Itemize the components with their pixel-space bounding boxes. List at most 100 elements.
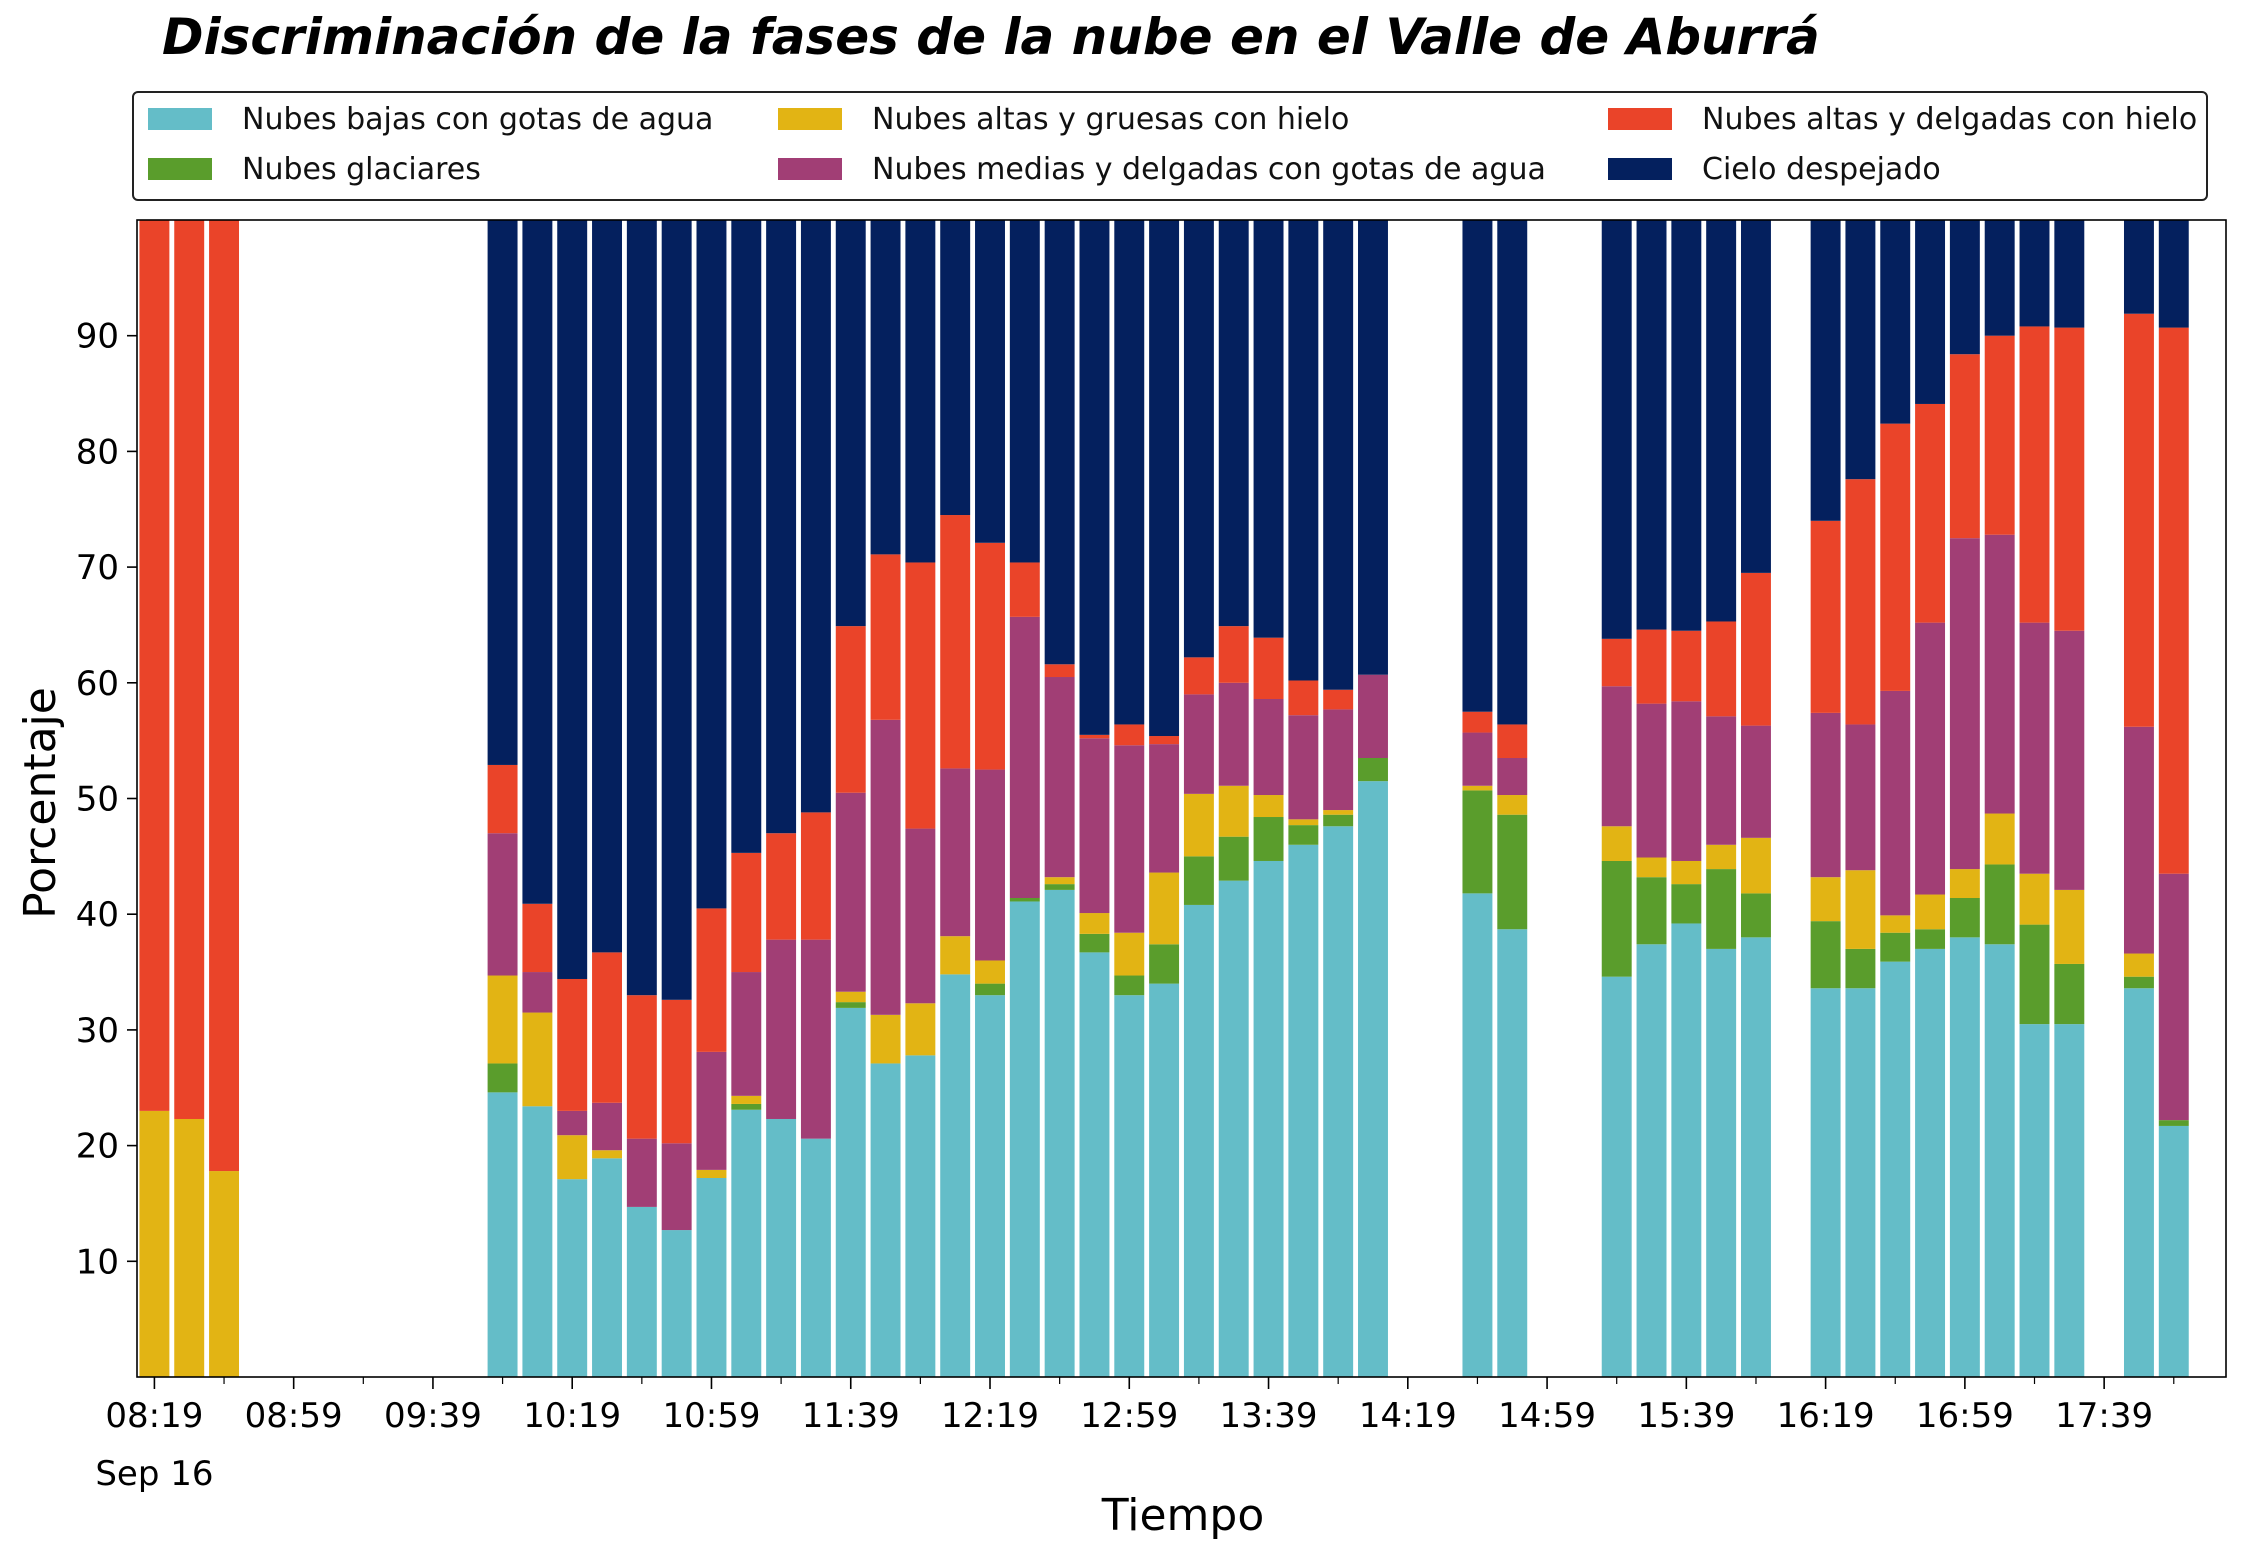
bar-segment-51-series-5 xyxy=(1915,220,1946,404)
bar-segment-24-series-5 xyxy=(975,220,1005,543)
bar-segment-43-series-2 xyxy=(1636,857,1667,878)
bar-segment-58-series-3 xyxy=(2158,873,2189,1121)
bar-segment-21-series-0 xyxy=(870,1063,901,1377)
bar-stack-12 xyxy=(557,220,588,1377)
bar-segment-13-series-3 xyxy=(592,1102,622,1151)
bar-stack-21 xyxy=(870,220,901,1377)
bar-segment-54-series-2 xyxy=(2019,873,2050,925)
bar-stack-18 xyxy=(766,220,797,1377)
bar-segment-21-series-3 xyxy=(870,719,901,1015)
bar-segment-15-series-4 xyxy=(661,999,692,1144)
bar-segment-43-series-0 xyxy=(1636,944,1667,1377)
bar-segment-25-series-3 xyxy=(1009,616,1040,898)
bar-segment-43-series-3 xyxy=(1636,703,1667,858)
legend-swatch-4 xyxy=(1608,108,1672,130)
x-tick-label: 12:19 xyxy=(941,1396,1039,1436)
bar-stack-48 xyxy=(1810,220,1841,1377)
bar-segment-38-series-3 xyxy=(1462,732,1493,786)
bar-segment-58-series-0 xyxy=(2158,1125,2189,1377)
bar-segment-52-series-0 xyxy=(1949,937,1980,1377)
bar-segment-25-series-1 xyxy=(1009,898,1040,902)
bar-stack-31 xyxy=(1218,220,1249,1377)
bar-segment-13-series-4 xyxy=(592,952,622,1103)
bar-segment-38-series-0 xyxy=(1462,893,1493,1377)
bar-segment-28-series-4 xyxy=(1114,724,1145,746)
bar-segment-13-series-0 xyxy=(592,1158,622,1377)
bar-segment-27-series-4 xyxy=(1079,734,1110,739)
bar-stack-52 xyxy=(1949,220,1980,1377)
bar-segment-32-series-5 xyxy=(1253,220,1284,638)
bar-stack-16 xyxy=(696,220,727,1377)
x-tick-label: 10:59 xyxy=(662,1396,760,1436)
bar-stack-1 xyxy=(174,220,205,1377)
bar-segment-13-series-5 xyxy=(592,220,622,953)
bar-segment-15-series-0 xyxy=(661,1230,692,1377)
bar-segment-38-series-5 xyxy=(1462,220,1493,712)
bar-segment-39-series-5 xyxy=(1497,220,1528,725)
bar-segment-22-series-3 xyxy=(905,828,936,1004)
bar-segment-17-series-1 xyxy=(731,1103,762,1110)
bar-segment-16-series-4 xyxy=(696,908,727,1052)
bar-segment-45-series-1 xyxy=(1706,869,1737,949)
bar-segment-53-series-0 xyxy=(1984,944,2015,1377)
x-tick-label: 11:39 xyxy=(802,1396,900,1436)
bar-segment-55-series-0 xyxy=(2054,1024,2085,1377)
bar-stack-23 xyxy=(940,220,971,1377)
y-tick-label: 90 xyxy=(76,317,119,357)
bar-stack-43 xyxy=(1636,220,1667,1377)
bar-segment-32-series-3 xyxy=(1253,699,1284,796)
bar-segment-16-series-3 xyxy=(696,1051,727,1170)
bar-segment-11-series-2 xyxy=(522,1012,553,1107)
bar-segment-12-series-5 xyxy=(557,220,588,979)
bar-segment-48-series-1 xyxy=(1810,921,1841,989)
bar-segment-23-series-3 xyxy=(940,768,971,937)
bar-segment-46-series-1 xyxy=(1741,893,1771,938)
bar-segment-12-series-4 xyxy=(557,978,588,1111)
bar-segment-0-series-4 xyxy=(139,220,170,1111)
bar-segment-38-series-2 xyxy=(1462,785,1493,791)
bar-segment-35-series-0 xyxy=(1358,781,1388,1377)
x-tick-label: 16:59 xyxy=(1916,1396,2014,1436)
bar-segment-28-series-2 xyxy=(1114,932,1145,976)
y-tick-label: 60 xyxy=(76,664,119,704)
bar-segment-44-series-4 xyxy=(1671,630,1702,702)
bar-segment-44-series-2 xyxy=(1671,860,1702,885)
bar-segment-39-series-4 xyxy=(1497,724,1528,758)
bar-segment-10-series-1 xyxy=(487,1063,518,1093)
bar-segment-49-series-5 xyxy=(1845,220,1876,480)
bar-segment-46-series-3 xyxy=(1741,725,1771,838)
bar-segment-27-series-1 xyxy=(1079,933,1110,953)
bar-segment-58-series-4 xyxy=(2158,327,2189,874)
y-tick-label: 30 xyxy=(76,1011,119,1051)
bar-segment-32-series-4 xyxy=(1253,637,1284,699)
bar-segment-54-series-0 xyxy=(2019,1024,2050,1377)
bar-segment-21-series-5 xyxy=(870,220,901,555)
bar-segment-30-series-1 xyxy=(1183,856,1214,905)
legend-label-5: Cielo despejado xyxy=(1702,151,1941,187)
legend-swatch-2 xyxy=(778,108,842,130)
bar-segment-26-series-5 xyxy=(1044,220,1075,665)
bar-segment-18-series-4 xyxy=(766,833,797,940)
bar-stack-10 xyxy=(487,220,518,1377)
bar-segment-35-series-5 xyxy=(1358,220,1388,675)
bar-stack-27 xyxy=(1079,220,1110,1377)
x-tick-label: 15:39 xyxy=(1637,1396,1735,1436)
x-tick-label: 09:39 xyxy=(384,1396,482,1436)
bar-segment-26-series-4 xyxy=(1044,664,1075,678)
bar-stack-32 xyxy=(1253,220,1284,1377)
bar-segment-25-series-0 xyxy=(1009,901,1040,1377)
bar-segment-23-series-2 xyxy=(940,936,971,975)
bar-segment-55-series-4 xyxy=(2054,327,2085,631)
bar-segment-34-series-1 xyxy=(1323,814,1354,827)
y-tick-label: 80 xyxy=(76,432,119,472)
bar-segment-14-series-4 xyxy=(626,995,657,1139)
bar-segment-19-series-4 xyxy=(800,812,831,940)
bar-segment-18-series-5 xyxy=(766,220,797,834)
bar-segment-50-series-4 xyxy=(1880,423,1911,691)
bar-stack-2 xyxy=(209,220,240,1377)
bar-stack-28 xyxy=(1114,220,1145,1377)
bar-segment-33-series-0 xyxy=(1288,844,1319,1377)
bar-stack-54 xyxy=(2019,220,2050,1377)
bar-segment-24-series-1 xyxy=(975,983,1005,996)
